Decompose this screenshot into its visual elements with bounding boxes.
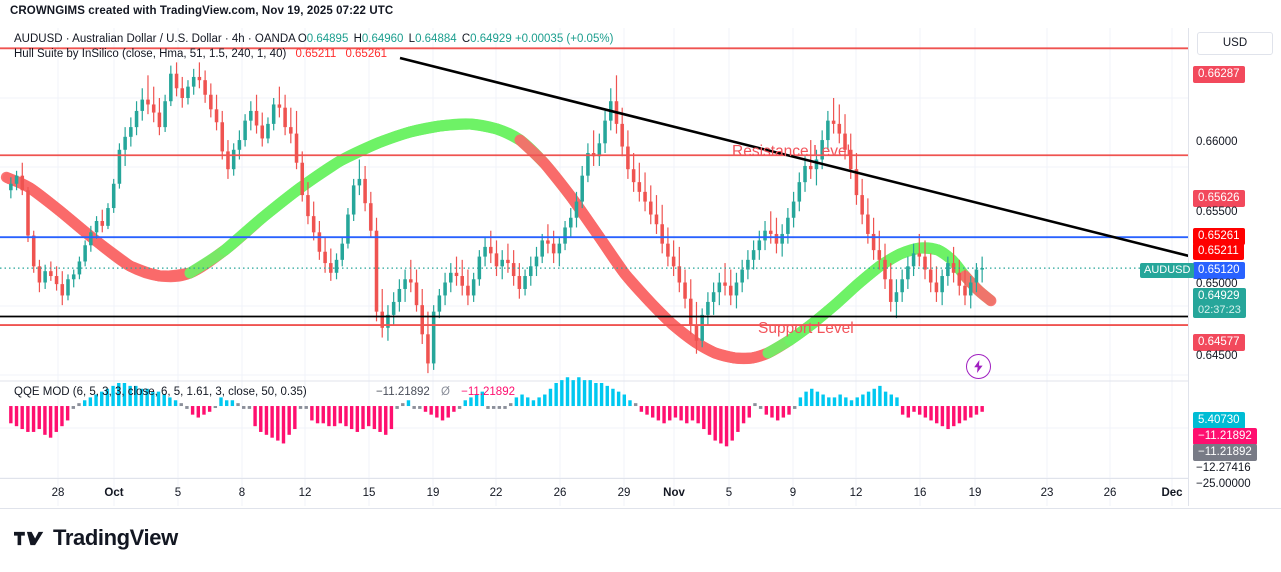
price-tick-label: 0.65000 [1196,278,1238,290]
legend-hull-suite-name: Hull Suite by InSilico (close, Hma, 51, … [14,48,287,60]
price-pill-bright-red: 0.65261 [1193,228,1245,245]
time-tick-label: 26 [553,487,567,499]
time-tick-label: 9 [789,487,797,499]
qqe-mod-value: −11.21892 [375,386,430,398]
symbol-price-tag: AUDUSD [1140,263,1195,278]
price-pill-pink: −11.21892 [1193,428,1257,445]
legend-hull-value-1: 0.65211 [295,48,337,60]
legend-hull-value-2: 0.65261 [345,48,388,60]
legend-indicator-row: Hull Suite by InSilico (close, Hma, 51, … [14,47,613,62]
qqe-mod-avg-symbol: Ø [441,386,450,398]
price-pill-teal: 0.64929 02:37:23 [1193,288,1246,318]
candlestick-series [9,62,984,374]
time-tick-label: 12 [298,487,312,499]
legend-symbol-row: AUDUSD · Australian Dollar / U.S. Dollar… [14,32,613,47]
legend-change: +0.00035 (+0.05%) [514,33,614,45]
qqe-mod-title: QQE MOD (6, 5, 3, 3, close, 6, 5, 1.61, … [14,386,307,398]
price-pill-grey: −11.21892 [1193,444,1257,461]
time-tick-label: 29 [617,487,631,499]
price-tick-label: −12.27416 [1196,462,1251,474]
price-axis[interactable]: USD 0.66287 0.66000 0.65626 0.65500 0.65261 0… [1188,28,1281,506]
time-tick-label: 22 [489,487,503,499]
legend-low: L0.64884 [408,33,457,45]
price-tick-label: −25.00000 [1196,478,1251,490]
time-axis[interactable]: 28 Oct 5 8 12 15 19 22 26 29 Nov 5 9 12 16 19 23 26 Dec [0,478,1189,509]
time-tick-label: 5 [174,487,182,499]
time-tick-label: 23 [1040,487,1054,499]
grid-lines [0,28,1189,506]
time-tick-label: 19 [968,487,982,499]
indicator-legend: QQE MOD (6, 5, 3, 3, close, 6, 5, 1.61, … [14,386,515,398]
time-tick-label: 19 [426,487,440,499]
time-tick-label: 16 [913,487,927,499]
time-tick-label: 15 [362,487,376,499]
hull-suite-ribbon [0,118,997,365]
footer-bar: TradingView [0,508,1281,572]
price-tick-label: 0.64500 [1196,350,1238,362]
tradingview-mark-icon [14,531,44,545]
price-tick-label: 0.66000 [1196,136,1238,148]
time-tick-label: 26 [1103,487,1117,499]
countdown-timer: 02:37:23 [1198,304,1241,316]
legend-open: O0.64895 [297,33,349,45]
tradingview-wordmark: TradingView [53,525,178,550]
price-pill-soft-red: 0.66287 [1193,66,1245,83]
price-chart-canvas [0,28,1189,506]
horizontal-levels [0,47,1189,326]
price-pill-blue: 0.65120 [1193,262,1245,279]
time-tick-label: 8 [238,487,246,499]
price-pill-cyan: 5.40730 [1193,412,1245,429]
time-tick-label: 28 [51,487,65,499]
price-pill-bright-red: 0.65211 [1193,243,1244,260]
price-tick-label: 0.65500 [1196,206,1238,218]
annotation-support-level: Support Level [758,320,854,337]
time-tick-label: 12 [849,487,863,499]
price-pill-soft-red: 0.64577 [1193,334,1245,351]
qqe-mod-histogram [9,377,984,447]
annotation-resistance-level: Resistance Level [732,143,851,160]
legend-high: H0.64960 [353,33,404,45]
chart-legend: AUDUSD · Australian Dollar / U.S. Dollar… [14,32,613,62]
time-tick-label: Dec [1161,487,1183,499]
legend-symbol-text: AUDUSD · Australian Dollar / U.S. Dollar… [14,33,296,45]
descending-trendline [399,56,1189,258]
time-tick-label: Nov [663,487,685,499]
time-tick-label: Oct [104,487,124,499]
lightning-bolt-icon[interactable] [966,354,991,379]
legend-close: C0.64929 [461,33,512,45]
attribution-text: CROWNGIMS created with TradingView.com, … [10,5,394,17]
qqe-mod-avg-value: −11.21892 [461,386,515,398]
currency-selector[interactable]: USD [1197,32,1273,55]
price-pill-soft-red: 0.65626 [1193,190,1245,207]
time-tick-label: 5 [725,487,733,499]
tradingview-logo[interactable]: TradingView [14,525,178,551]
